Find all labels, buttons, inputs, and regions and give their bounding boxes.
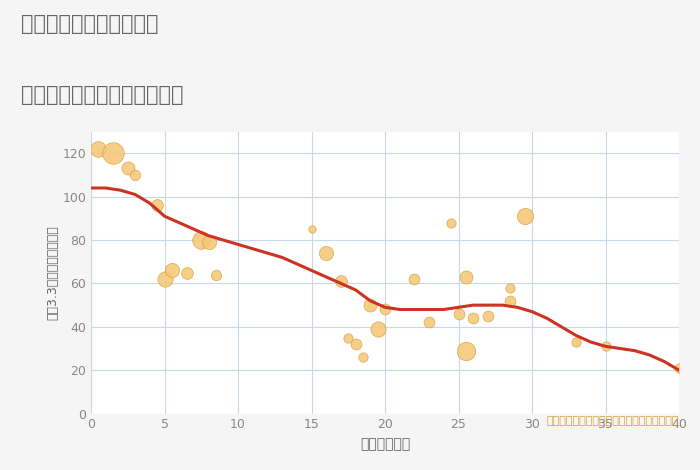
Point xyxy=(379,306,391,313)
Point xyxy=(203,238,214,246)
Point xyxy=(673,364,685,372)
Point xyxy=(482,312,493,320)
Point xyxy=(151,202,162,209)
Point xyxy=(130,171,141,179)
Point xyxy=(122,164,133,172)
Point xyxy=(92,145,104,153)
Point xyxy=(504,284,515,291)
Y-axis label: 坪（3.3㎡）単価（万円）: 坪（3.3㎡）単価（万円） xyxy=(46,225,60,320)
Point xyxy=(108,149,119,157)
Point xyxy=(570,338,582,346)
Point xyxy=(167,266,178,274)
Point xyxy=(461,273,472,281)
Point xyxy=(343,334,354,341)
Point xyxy=(365,301,376,309)
Point xyxy=(504,297,515,305)
Point xyxy=(358,353,369,361)
Point xyxy=(210,271,221,279)
Point xyxy=(519,212,531,220)
Point xyxy=(453,310,464,318)
X-axis label: 築年数（年）: 築年数（年） xyxy=(360,437,410,451)
Point xyxy=(372,325,384,333)
Point xyxy=(446,219,457,227)
Text: 三重県四日市市阿倉川町: 三重県四日市市阿倉川町 xyxy=(21,14,158,34)
Point xyxy=(468,314,479,322)
Point xyxy=(424,319,435,326)
Point xyxy=(159,275,170,283)
Point xyxy=(181,269,192,276)
Point xyxy=(461,347,472,354)
Point xyxy=(600,343,611,350)
Point xyxy=(306,226,317,233)
Point xyxy=(350,340,361,348)
Point xyxy=(409,275,420,283)
Point xyxy=(335,277,346,285)
Text: 築年数別中古マンション価格: 築年数別中古マンション価格 xyxy=(21,85,183,105)
Point xyxy=(321,249,332,257)
Point xyxy=(195,236,207,244)
Text: 円の大きさは、取引のあった物件面積を示す: 円の大きさは、取引のあった物件面積を示す xyxy=(547,416,679,426)
